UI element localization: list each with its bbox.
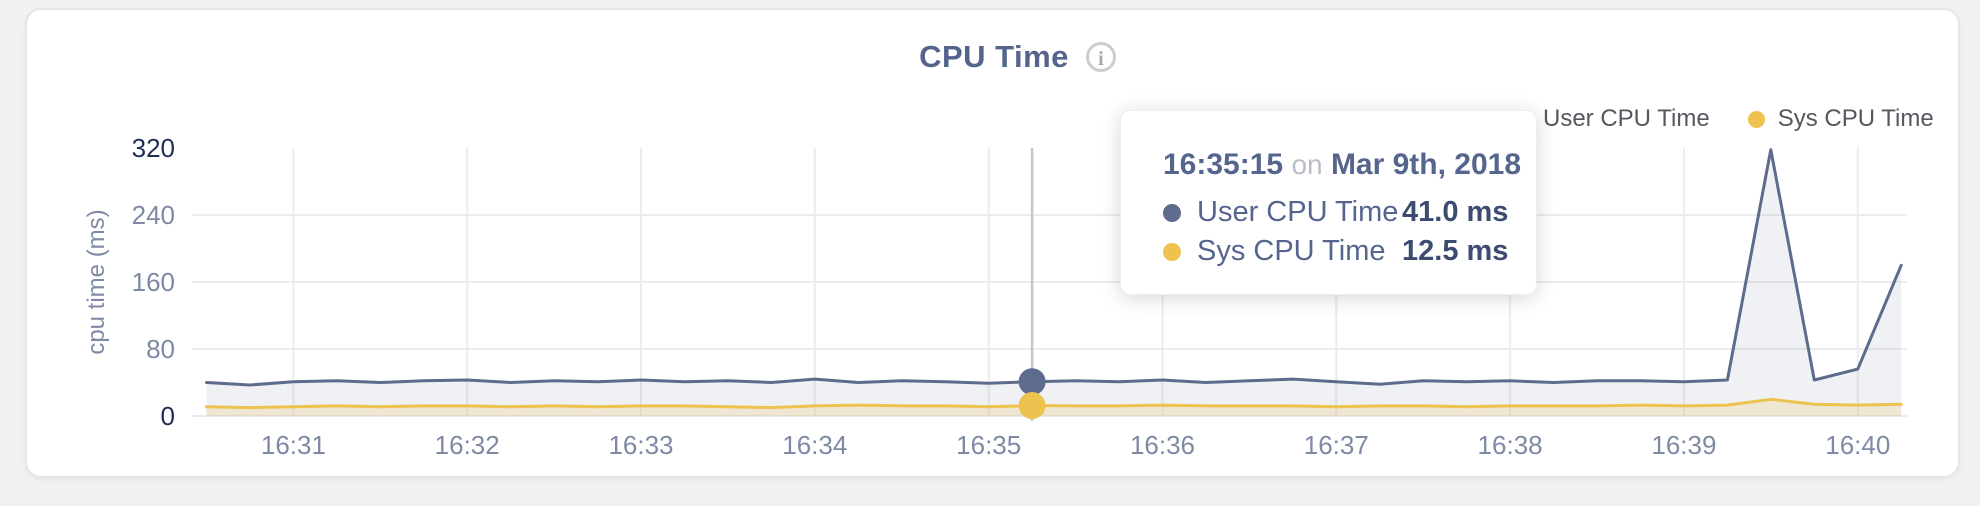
tooltip-date: Mar 9th, 2018 bbox=[1330, 148, 1522, 181]
cpu-time-chart-card: CPU Time i User CPU Time Sys CPU Time cp… bbox=[25, 8, 1960, 478]
legend-dot-sys-icon bbox=[1747, 110, 1765, 128]
y-tick-label: 160 bbox=[132, 267, 175, 297]
x-tick-label: 16:36 bbox=[1130, 430, 1195, 460]
x-tick-label: 16:31 bbox=[261, 430, 326, 460]
y-tick-label: 80 bbox=[146, 334, 175, 364]
y-tick-label: 240 bbox=[132, 200, 175, 230]
tooltip-dot-user-icon bbox=[1163, 203, 1181, 222]
chart-title: CPU Time bbox=[919, 39, 1069, 74]
x-tick-label: 16:37 bbox=[1304, 430, 1369, 460]
user-cpu-time-area bbox=[206, 149, 1902, 416]
tooltip-value-sys: 12.5 ms bbox=[1402, 235, 1509, 267]
chart-legend: User CPU Time Sys CPU Time bbox=[1513, 105, 1934, 133]
x-tick-label: 16:35 bbox=[956, 430, 1021, 460]
x-tick-label: 16:32 bbox=[435, 430, 500, 460]
tooltip-row-sys: Sys CPU Time 12.5 ms bbox=[1163, 232, 1536, 271]
legend-item-sys-cpu-time[interactable]: Sys CPU Time bbox=[1747, 105, 1934, 133]
user-cpu-time-hover-dot bbox=[1018, 368, 1046, 396]
sys-cpu-time-hover-dot bbox=[1018, 392, 1046, 419]
cpu-time-line-chart[interactable]: 0 80 160 240 320 16:31 16:32 16:33 16:34 16:35 16:… bbox=[27, 10, 1980, 506]
tooltip-value-user: 41.0 ms bbox=[1402, 196, 1509, 228]
chart-tooltip: 16:35:15 on Mar 9th, 2018 User CPU Time … bbox=[1120, 110, 1537, 295]
y-tick-label: 320 bbox=[132, 133, 175, 163]
user-cpu-time-line bbox=[205, 148, 1903, 387]
x-tick-label: 16:39 bbox=[1651, 430, 1716, 460]
legend-item-user-cpu-time[interactable]: User CPU Time bbox=[1513, 105, 1710, 133]
sys-cpu-time-line bbox=[205, 397, 1903, 410]
tooltip-label-user: User CPU Time bbox=[1197, 196, 1399, 228]
tooltip-label-sys: Sys CPU Time bbox=[1197, 235, 1386, 267]
y-tick-label: 0 bbox=[161, 401, 175, 431]
sys-cpu-time-area bbox=[206, 399, 1902, 416]
x-tick-label: 16:38 bbox=[1478, 430, 1543, 460]
tooltip-title: 16:35:15 on Mar 9th, 2018 bbox=[1163, 149, 1536, 181]
info-icon[interactable]: i bbox=[1085, 42, 1116, 72]
x-tick-label: 16:33 bbox=[608, 430, 673, 460]
tooltip-conjunction: on bbox=[1291, 149, 1323, 180]
tooltip-row-user: User CPU Time 41.0 ms bbox=[1163, 193, 1536, 232]
x-tick-label: 16:34 bbox=[782, 430, 847, 460]
legend-label-user: User CPU Time bbox=[1543, 105, 1710, 132]
legend-label-sys: Sys CPU Time bbox=[1777, 105, 1934, 132]
x-tick-label: 16:40 bbox=[1825, 430, 1890, 460]
tooltip-rows: User CPU Time 41.0 ms Sys CPU Time 12.5 … bbox=[1163, 193, 1536, 271]
tooltip-dot-sys-icon bbox=[1163, 242, 1181, 261]
tooltip-time: 16:35:15 bbox=[1163, 148, 1284, 181]
chart-header: CPU Time i bbox=[52, 39, 1980, 74]
